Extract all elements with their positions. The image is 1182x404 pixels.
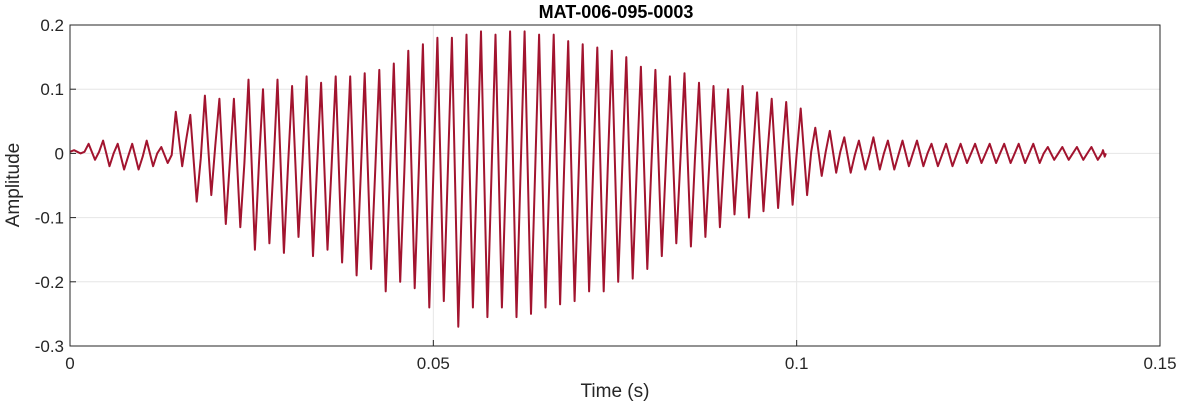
x-tick-label: 0.15 bbox=[1143, 354, 1176, 373]
y-tick-label: 0.2 bbox=[40, 16, 64, 35]
y-tick-label: 0.1 bbox=[40, 80, 64, 99]
y-axis-label: Amplitude bbox=[3, 143, 24, 228]
y-tick-label: -0.1 bbox=[35, 209, 64, 228]
chart-title: MAT-006-095-0003 bbox=[539, 2, 694, 22]
x-axis-label: Time (s) bbox=[581, 381, 650, 402]
ticks: 0 0.05 0.1 0.15 -0.3 -0.2 -0.1 0 0.1 0.2 bbox=[35, 16, 1177, 373]
axes-box bbox=[69, 24, 1161, 347]
y-tick-label: -0.2 bbox=[35, 273, 64, 292]
y-tick-label: -0.3 bbox=[35, 337, 64, 356]
plot-area bbox=[69, 30, 1107, 328]
y-tick-label: 0 bbox=[55, 144, 64, 163]
x-tick-label: 0 bbox=[65, 354, 74, 373]
waveform-line bbox=[69, 30, 1107, 328]
x-tick-label: 0.05 bbox=[417, 354, 450, 373]
x-tick-label: 0.1 bbox=[785, 354, 809, 373]
